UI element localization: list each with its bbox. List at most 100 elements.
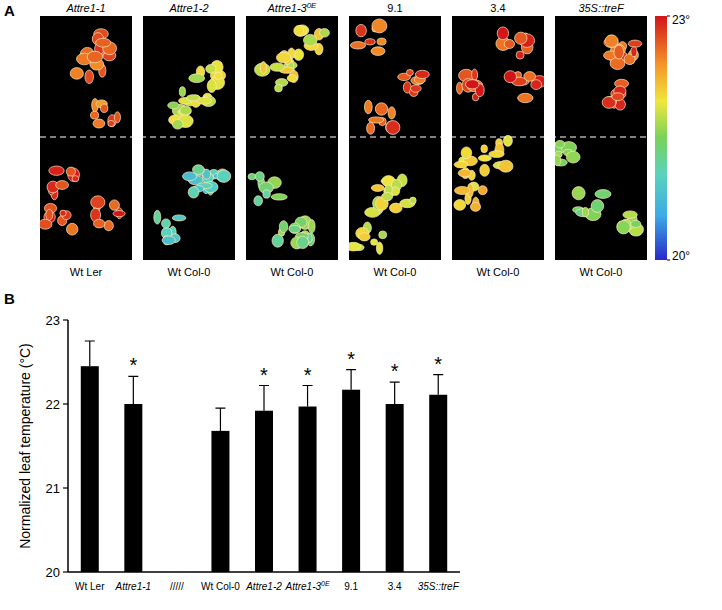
image-bottom-label: Wt Col-0	[580, 266, 623, 278]
y-tick	[63, 319, 68, 320]
colorbar-tick-label: 23°	[672, 13, 690, 27]
x-tick-label: Attre1-1	[115, 581, 152, 592]
leaf-blob	[349, 242, 361, 251]
leaf-blob	[104, 221, 113, 231]
leaf-blob	[350, 42, 365, 49]
leaf-blobs	[40, 29, 125, 235]
leaf-blob	[617, 221, 630, 234]
y-tick-label: 22	[46, 397, 60, 412]
leaf-blob	[308, 220, 315, 234]
thermal-image	[246, 16, 338, 260]
leaf-blob	[180, 106, 191, 115]
leaf-blob	[113, 211, 125, 217]
y-tick-label: 23	[46, 313, 60, 328]
leaf-blob	[386, 121, 400, 135]
error-bar	[259, 386, 269, 411]
significance-marker: *	[260, 364, 268, 386]
image-top-label-text: 3.4	[490, 2, 505, 14]
leaf-blob	[270, 63, 285, 71]
leaf-blob	[623, 211, 637, 219]
leaf-blob	[364, 100, 372, 113]
leaf-blob	[295, 25, 306, 36]
leaf-blob	[497, 27, 508, 40]
leaf-blob	[276, 52, 290, 62]
image-bottom-label-text: Wt Col-0	[271, 266, 314, 278]
error-bar	[346, 370, 356, 390]
leaf-blob	[610, 58, 625, 70]
leaf-blob	[56, 181, 69, 190]
leaf-blob	[356, 24, 367, 36]
leaf-blob	[379, 231, 387, 239]
leaf-blob	[255, 172, 264, 182]
leaf-blob	[287, 75, 297, 82]
leaf-blob	[275, 84, 283, 92]
leaf-blob	[411, 85, 422, 92]
leaf-blob	[628, 40, 641, 47]
leaf-blob	[367, 122, 375, 134]
image-bottom-label: Wt Col-0	[374, 266, 417, 278]
image-bottom-label-text: Wt Ler	[70, 266, 103, 278]
x-tick-label-text: 3.4	[388, 581, 402, 592]
leaf-blob	[272, 234, 283, 247]
leaf-blob	[172, 120, 183, 130]
x-tick-label-text: 35S::treF	[418, 581, 460, 592]
significance-marker: *	[129, 354, 137, 376]
x-tick-label: Wt Ler	[75, 581, 105, 592]
leaf-blob	[60, 210, 66, 216]
x-tick-label-superscript: 0E	[321, 580, 330, 587]
leaf-blob	[217, 170, 231, 182]
bar	[429, 395, 447, 572]
error-bar	[390, 382, 400, 404]
image-top-label: Attre1-30E	[267, 1, 318, 14]
leaf-blob	[248, 173, 256, 179]
leaf-blob	[254, 196, 263, 206]
leaf-blob	[466, 80, 480, 89]
leaf-blob	[67, 223, 78, 235]
thermal-image	[143, 16, 235, 260]
significance-marker: *	[304, 364, 312, 386]
leaf-blob	[101, 104, 108, 112]
error-bar	[303, 386, 313, 407]
leaf-blob	[410, 197, 417, 204]
panel-label: B	[4, 290, 15, 307]
x-tick-label: 3.4	[388, 581, 402, 592]
x-tick-label-text: Attre1-1	[115, 581, 152, 592]
leaf-blob	[499, 160, 513, 172]
y-tick	[63, 487, 68, 488]
image-bottom-label: Wt Ler	[70, 266, 103, 278]
leaf-blob	[207, 80, 216, 93]
leaf-blob	[458, 169, 471, 177]
leaf-blob	[504, 71, 516, 83]
leaf-blob	[489, 151, 504, 158]
image-bottom-label-text: Wt Col-0	[580, 266, 623, 278]
leaf-blob	[470, 202, 480, 211]
thermal-image	[555, 16, 647, 260]
leaf-blob	[566, 151, 580, 163]
error-bar	[85, 341, 95, 366]
leaf-blob	[461, 147, 472, 159]
thermal-image	[452, 16, 544, 260]
leaf-blob	[371, 185, 384, 192]
leaf-blob	[572, 187, 585, 200]
leaf-blob	[96, 38, 111, 47]
leaf-blob	[91, 111, 99, 119]
bar	[299, 407, 317, 572]
leaf-blob	[518, 93, 533, 102]
leaf-blob	[582, 207, 588, 216]
leaf-blob	[372, 19, 387, 33]
image-bottom-label: Wt Col-0	[477, 266, 520, 278]
image-bottom-label: Wt Col-0	[271, 266, 314, 278]
error-bar	[215, 408, 225, 431]
y-axis	[67, 320, 69, 572]
leaf-blob	[388, 107, 395, 119]
leaf-blob	[614, 45, 624, 59]
leaf-blob	[392, 187, 400, 196]
leaf-blob	[188, 187, 199, 198]
x-tick-label: /////	[170, 581, 184, 592]
image-top-label-superscript: 0E	[307, 1, 317, 10]
leaf-blob	[454, 200, 466, 211]
leaf-blob	[555, 140, 565, 148]
leaf-blob	[289, 223, 300, 233]
leaf-blob	[455, 187, 470, 195]
leaf-blob	[371, 47, 385, 56]
